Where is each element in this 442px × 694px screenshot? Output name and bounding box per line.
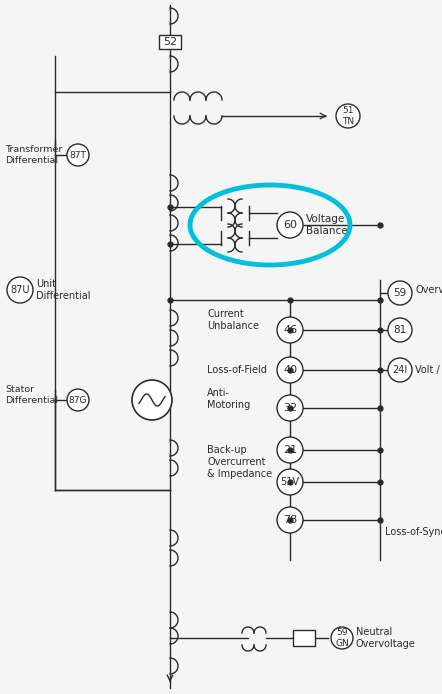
Text: 51V: 51V xyxy=(281,477,300,487)
Circle shape xyxy=(7,277,33,303)
Circle shape xyxy=(67,389,89,411)
Circle shape xyxy=(277,395,303,421)
Text: Back-up
Overcurrent
& Impedance: Back-up Overcurrent & Impedance xyxy=(207,446,272,479)
Text: Anti-
Motoring: Anti- Motoring xyxy=(207,388,250,409)
Text: 78: 78 xyxy=(283,515,297,525)
Circle shape xyxy=(336,104,360,128)
Text: Neutral
Overvoltage: Neutral Overvoltage xyxy=(356,627,416,649)
Text: 51
TN: 51 TN xyxy=(342,106,354,126)
Text: 24I: 24I xyxy=(392,365,408,375)
Text: 40: 40 xyxy=(283,365,297,375)
Circle shape xyxy=(388,358,412,382)
Text: 60: 60 xyxy=(283,220,297,230)
Circle shape xyxy=(277,357,303,383)
Text: 21: 21 xyxy=(283,445,297,455)
FancyBboxPatch shape xyxy=(159,35,181,49)
Circle shape xyxy=(277,317,303,343)
Text: Stator
Differential: Stator Differential xyxy=(5,385,58,405)
Text: 87G: 87G xyxy=(69,396,87,405)
Circle shape xyxy=(388,281,412,305)
Circle shape xyxy=(277,212,303,238)
Text: Unit
Differential: Unit Differential xyxy=(36,279,91,301)
Text: 52: 52 xyxy=(163,37,177,47)
Text: Overvoltage: Overvoltage xyxy=(415,285,442,295)
Text: Volt / Hertz: Volt / Hertz xyxy=(415,365,442,375)
Text: Loss-of-Field: Loss-of-Field xyxy=(207,365,267,375)
Circle shape xyxy=(331,627,353,649)
Circle shape xyxy=(277,469,303,495)
Text: 46: 46 xyxy=(283,325,297,335)
Text: 59: 59 xyxy=(393,288,407,298)
FancyBboxPatch shape xyxy=(293,630,315,646)
Circle shape xyxy=(132,380,172,420)
Circle shape xyxy=(67,144,89,166)
Text: 87T: 87T xyxy=(69,151,87,160)
Circle shape xyxy=(277,507,303,533)
Text: 81: 81 xyxy=(393,325,407,335)
Text: Voltage
Balance: Voltage Balance xyxy=(306,214,347,236)
Text: Current
Unbalance: Current Unbalance xyxy=(207,310,259,331)
Text: 59
GN: 59 GN xyxy=(335,628,349,648)
Circle shape xyxy=(277,437,303,463)
Circle shape xyxy=(388,318,412,342)
Text: 32: 32 xyxy=(283,403,297,413)
Text: Loss-of-Synchronism: Loss-of-Synchronism xyxy=(385,527,442,537)
Text: 87U: 87U xyxy=(10,285,30,295)
Text: Transformer
Differential: Transformer Differential xyxy=(5,145,62,164)
